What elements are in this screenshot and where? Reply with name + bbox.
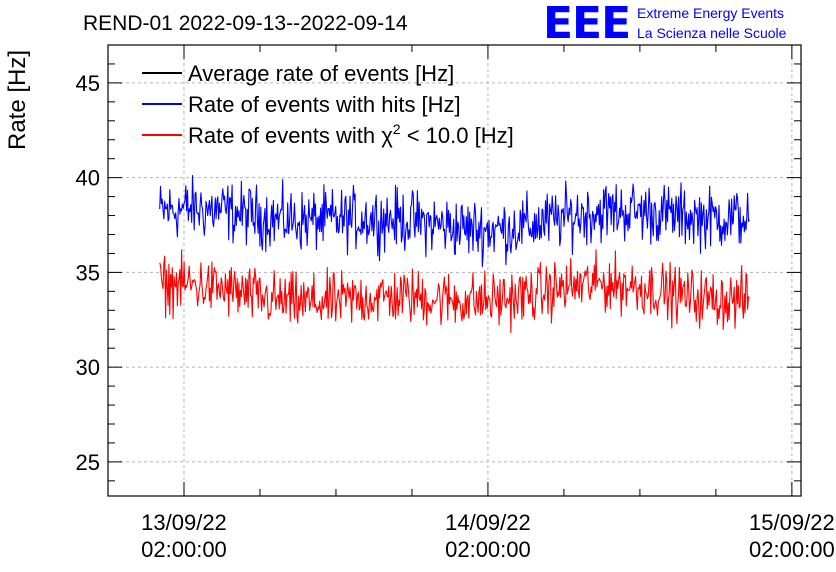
axes-layer: [107, 44, 802, 497]
y-tick-label: 25: [76, 450, 100, 475]
x-tick-label-date: 13/09/22: [141, 510, 227, 535]
x-tick-label-time: 02:00:00: [749, 537, 835, 562]
eee-logo: EEE: [543, 0, 631, 49]
chart-title: REND-01 2022-09-13--2022-09-14: [83, 12, 408, 35]
logo-line-1: Extreme Energy Events: [637, 5, 785, 21]
x-tick-label-date: 15/09/22: [749, 510, 835, 535]
series-line-1: [159, 175, 750, 268]
legend-label-2: Rate of events with χ2 < 10.0 [Hz]: [188, 121, 514, 148]
x-tick-label-time: 02:00:00: [141, 537, 227, 562]
series-layer: [159, 175, 750, 334]
y-axis-label: Rate [Hz]: [4, 50, 31, 150]
legend-superscript: 2: [393, 121, 401, 137]
legend-text-part: Rate of events with: [188, 123, 381, 148]
y-tick-label: 30: [76, 355, 100, 380]
plot-frame: [107, 44, 802, 497]
y-tick-label: 45: [76, 71, 100, 96]
x-tick-label-date: 14/09/22: [445, 510, 531, 535]
legend-chi-symbol: χ: [381, 123, 393, 148]
legend-label-0: Average rate of events [Hz]: [188, 61, 454, 86]
legend-text-part: < 10.0 [Hz]: [401, 123, 514, 148]
grid-layer: [108, 45, 801, 496]
y-tick-label: 35: [76, 260, 100, 285]
legend: Average rate of events [Hz] Rate of event…: [142, 61, 514, 148]
x-tick-label-time: 02:00:00: [445, 537, 531, 562]
series-line-2: [159, 249, 750, 334]
y-tick-label: 40: [76, 166, 100, 191]
tick-label-layer: 253035404513/09/2202:00:0014/09/2202:00:…: [76, 71, 835, 562]
legend-label-1: Rate of events with hits [Hz]: [188, 92, 461, 117]
logo-line-2: La Scienza nelle Scuole: [637, 25, 787, 41]
